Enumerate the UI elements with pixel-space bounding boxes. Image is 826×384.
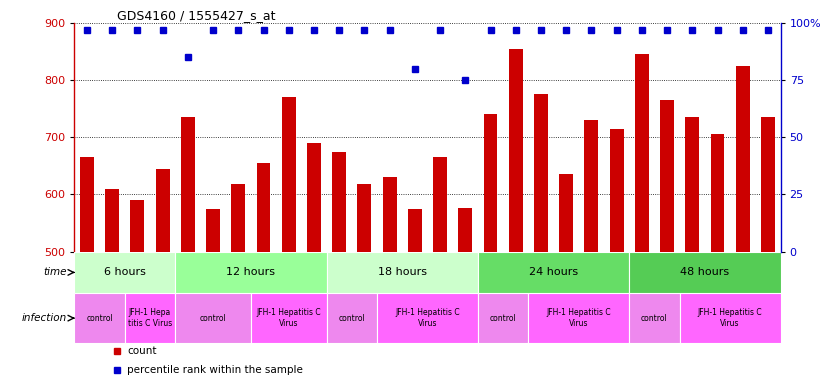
Bar — [80, 157, 94, 252]
Text: JFH-1 Hepatitis C
Virus: JFH-1 Hepatitis C Virus — [256, 308, 321, 328]
Bar — [307, 143, 320, 252]
Text: 48 hours: 48 hours — [681, 267, 729, 277]
Bar — [585, 120, 598, 252]
Text: control: control — [339, 314, 365, 323]
Text: JFH-1 Hepatitis C
Virus: JFH-1 Hepatitis C Virus — [547, 308, 611, 328]
Bar — [529, 293, 629, 343]
Text: percentile rank within the sample: percentile rank within the sample — [127, 365, 303, 375]
Bar — [382, 177, 396, 252]
Bar — [251, 293, 326, 343]
Bar — [534, 94, 548, 252]
Bar — [175, 293, 251, 343]
Bar — [257, 163, 270, 252]
Bar — [509, 49, 523, 252]
Bar — [358, 184, 372, 252]
Bar — [629, 293, 680, 343]
Bar — [478, 293, 529, 343]
Text: count: count — [127, 346, 157, 356]
Bar — [408, 209, 422, 252]
Bar — [74, 252, 175, 293]
Bar — [478, 252, 629, 293]
Bar — [483, 114, 497, 252]
Bar — [326, 252, 478, 293]
Bar — [131, 200, 145, 252]
Bar — [326, 293, 377, 343]
Text: control: control — [490, 314, 516, 323]
Text: 18 hours: 18 hours — [377, 267, 427, 277]
Text: GDS4160 / 1555427_s_at: GDS4160 / 1555427_s_at — [116, 9, 275, 22]
Bar — [761, 118, 775, 252]
Bar — [155, 169, 169, 252]
Text: 6 hours: 6 hours — [104, 267, 145, 277]
Bar — [125, 293, 175, 343]
Bar — [282, 97, 296, 252]
Bar — [181, 118, 195, 252]
Text: infection: infection — [22, 313, 67, 323]
Text: JFH-1 Hepa
titis C Virus: JFH-1 Hepa titis C Virus — [128, 308, 172, 328]
Text: time: time — [44, 267, 67, 277]
Bar — [74, 293, 125, 343]
Bar — [686, 118, 700, 252]
Bar — [458, 208, 472, 252]
Text: JFH-1 Hepatitis C
Virus: JFH-1 Hepatitis C Virus — [698, 308, 762, 328]
Text: 12 hours: 12 hours — [226, 267, 275, 277]
Text: JFH-1 Hepatitis C
Virus: JFH-1 Hepatitis C Virus — [395, 308, 460, 328]
Text: control: control — [200, 314, 226, 323]
Bar — [175, 252, 326, 293]
Bar — [680, 293, 781, 343]
Bar — [660, 100, 674, 252]
Bar — [710, 134, 724, 252]
Bar — [231, 184, 245, 252]
Text: 24 hours: 24 hours — [529, 267, 578, 277]
Bar — [105, 189, 119, 252]
Text: control: control — [86, 314, 113, 323]
Bar — [629, 252, 781, 293]
Bar — [206, 209, 220, 252]
Bar — [736, 66, 750, 252]
Bar — [559, 174, 573, 252]
Bar — [635, 55, 648, 252]
Bar — [610, 129, 624, 252]
Bar — [377, 293, 478, 343]
Bar — [433, 157, 447, 252]
Text: control: control — [641, 314, 668, 323]
Bar — [332, 152, 346, 252]
